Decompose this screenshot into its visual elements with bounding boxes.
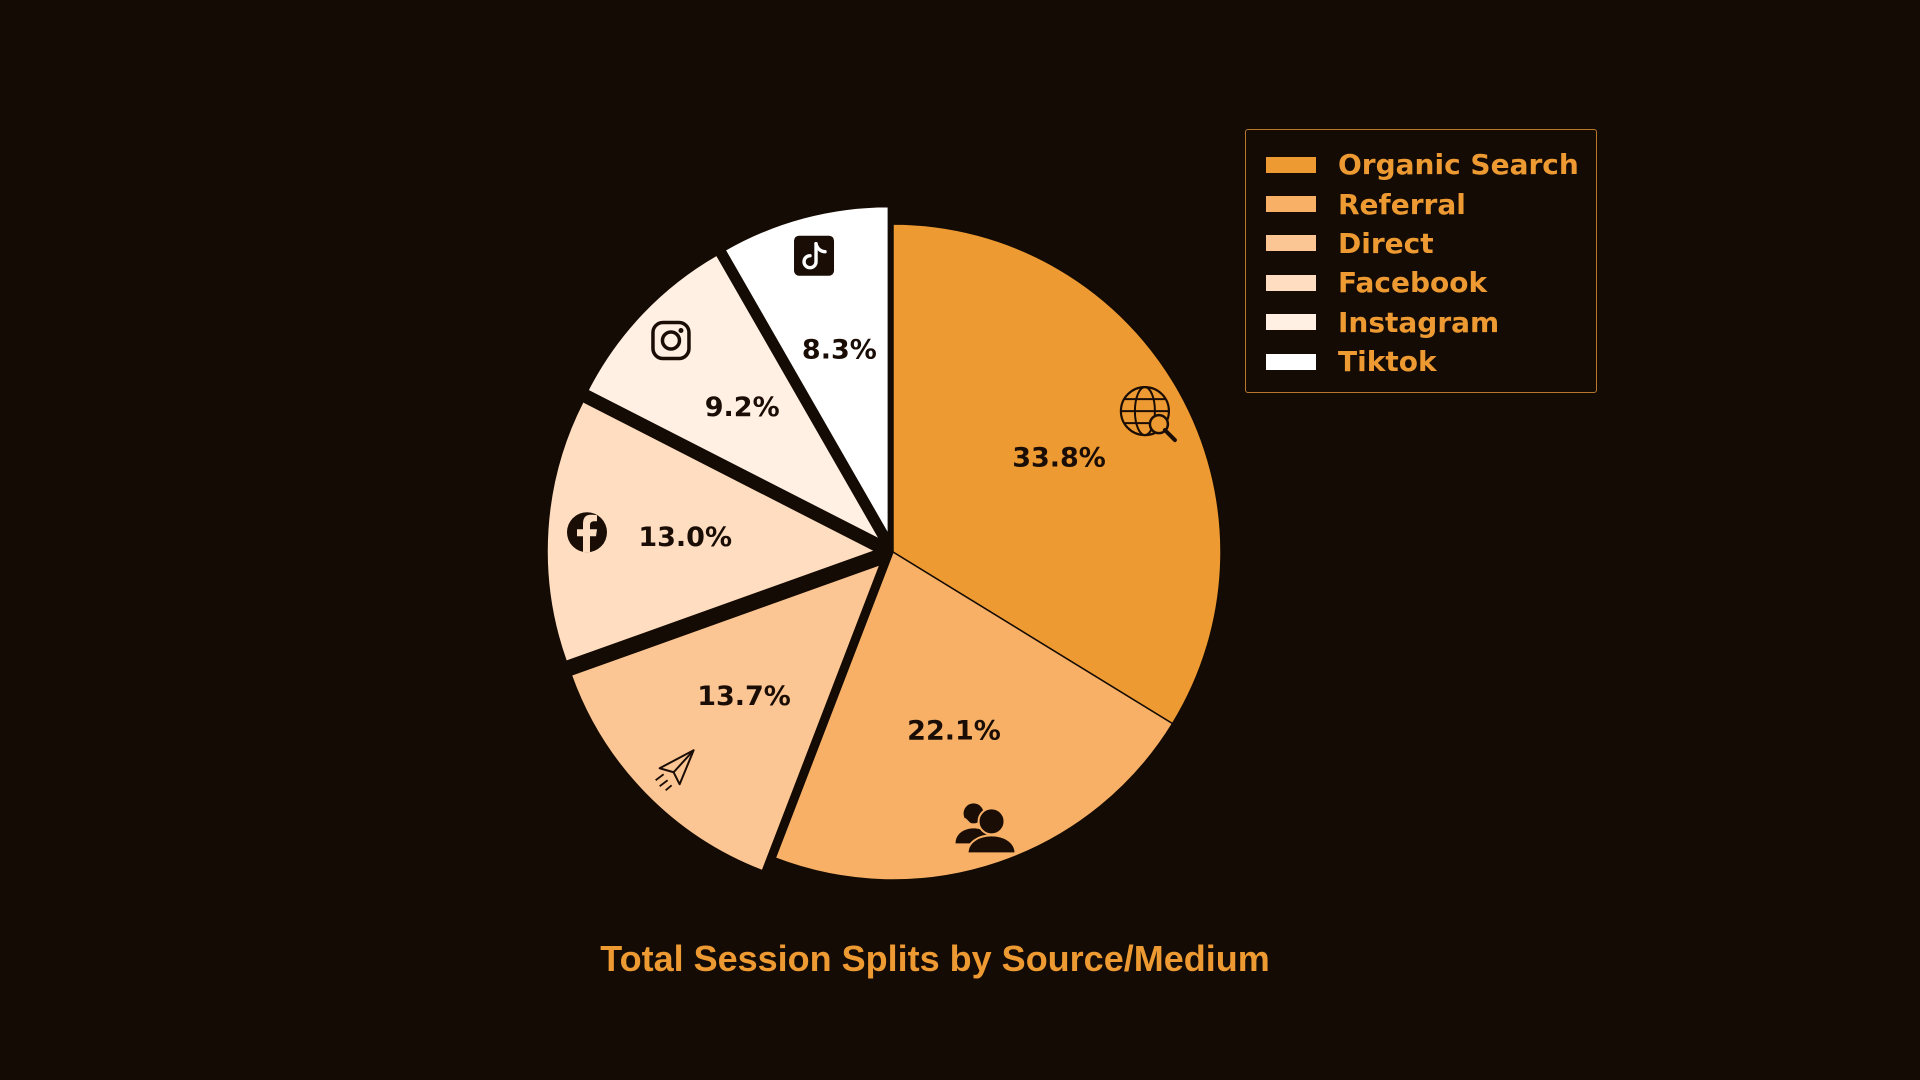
pie-slice-tiktok	[724, 205, 890, 538]
legend-item: Tiktok	[1266, 342, 1596, 381]
legend: Organic Search Referral Direct Facebook …	[1245, 129, 1597, 393]
pie-slice-organic-search	[892, 223, 1222, 725]
legend-item: Instagram	[1266, 303, 1596, 342]
legend-swatch	[1266, 314, 1316, 331]
slice-value-label: 9.2%	[705, 392, 780, 423]
legend-item: Organic Search	[1266, 145, 1596, 184]
legend-label: Organic Search	[1338, 148, 1579, 182]
slice-value-label: 13.0%	[638, 522, 732, 553]
facebook-icon	[566, 512, 607, 553]
legend-swatch	[1266, 274, 1316, 291]
pie-slice-instagram	[586, 254, 882, 542]
legend-item: Direct	[1266, 224, 1596, 263]
legend-swatch	[1266, 235, 1316, 252]
legend-item: Facebook	[1266, 263, 1596, 302]
legend-label: Instagram	[1338, 305, 1500, 339]
legend-label: Referral	[1338, 187, 1466, 221]
slice-value-label: 13.7%	[697, 681, 791, 712]
legend-item: Referral	[1266, 184, 1596, 223]
slice-value-label: 22.1%	[907, 716, 1001, 747]
paper-plane-icon	[655, 749, 695, 791]
legend-label: Direct	[1338, 226, 1434, 260]
pie-slice-referral	[774, 550, 1174, 881]
slice-value-label: 8.3%	[802, 334, 877, 365]
pie-slice-direct	[570, 563, 882, 872]
pie-slice-facebook	[546, 400, 877, 663]
tiktok-icon	[794, 235, 835, 276]
chart-title: Total Session Splits by Source/Medium	[600, 938, 1270, 979]
legend-swatch	[1266, 156, 1316, 173]
legend-swatch	[1266, 353, 1316, 370]
legend-swatch	[1266, 196, 1316, 213]
legend-label: Tiktok	[1338, 345, 1437, 379]
users-icon	[955, 803, 1017, 855]
legend-label: Facebook	[1338, 266, 1488, 300]
globe-search-icon	[1119, 385, 1177, 443]
slice-value-label: 33.8%	[1012, 443, 1106, 474]
instagram-icon	[651, 320, 691, 361]
